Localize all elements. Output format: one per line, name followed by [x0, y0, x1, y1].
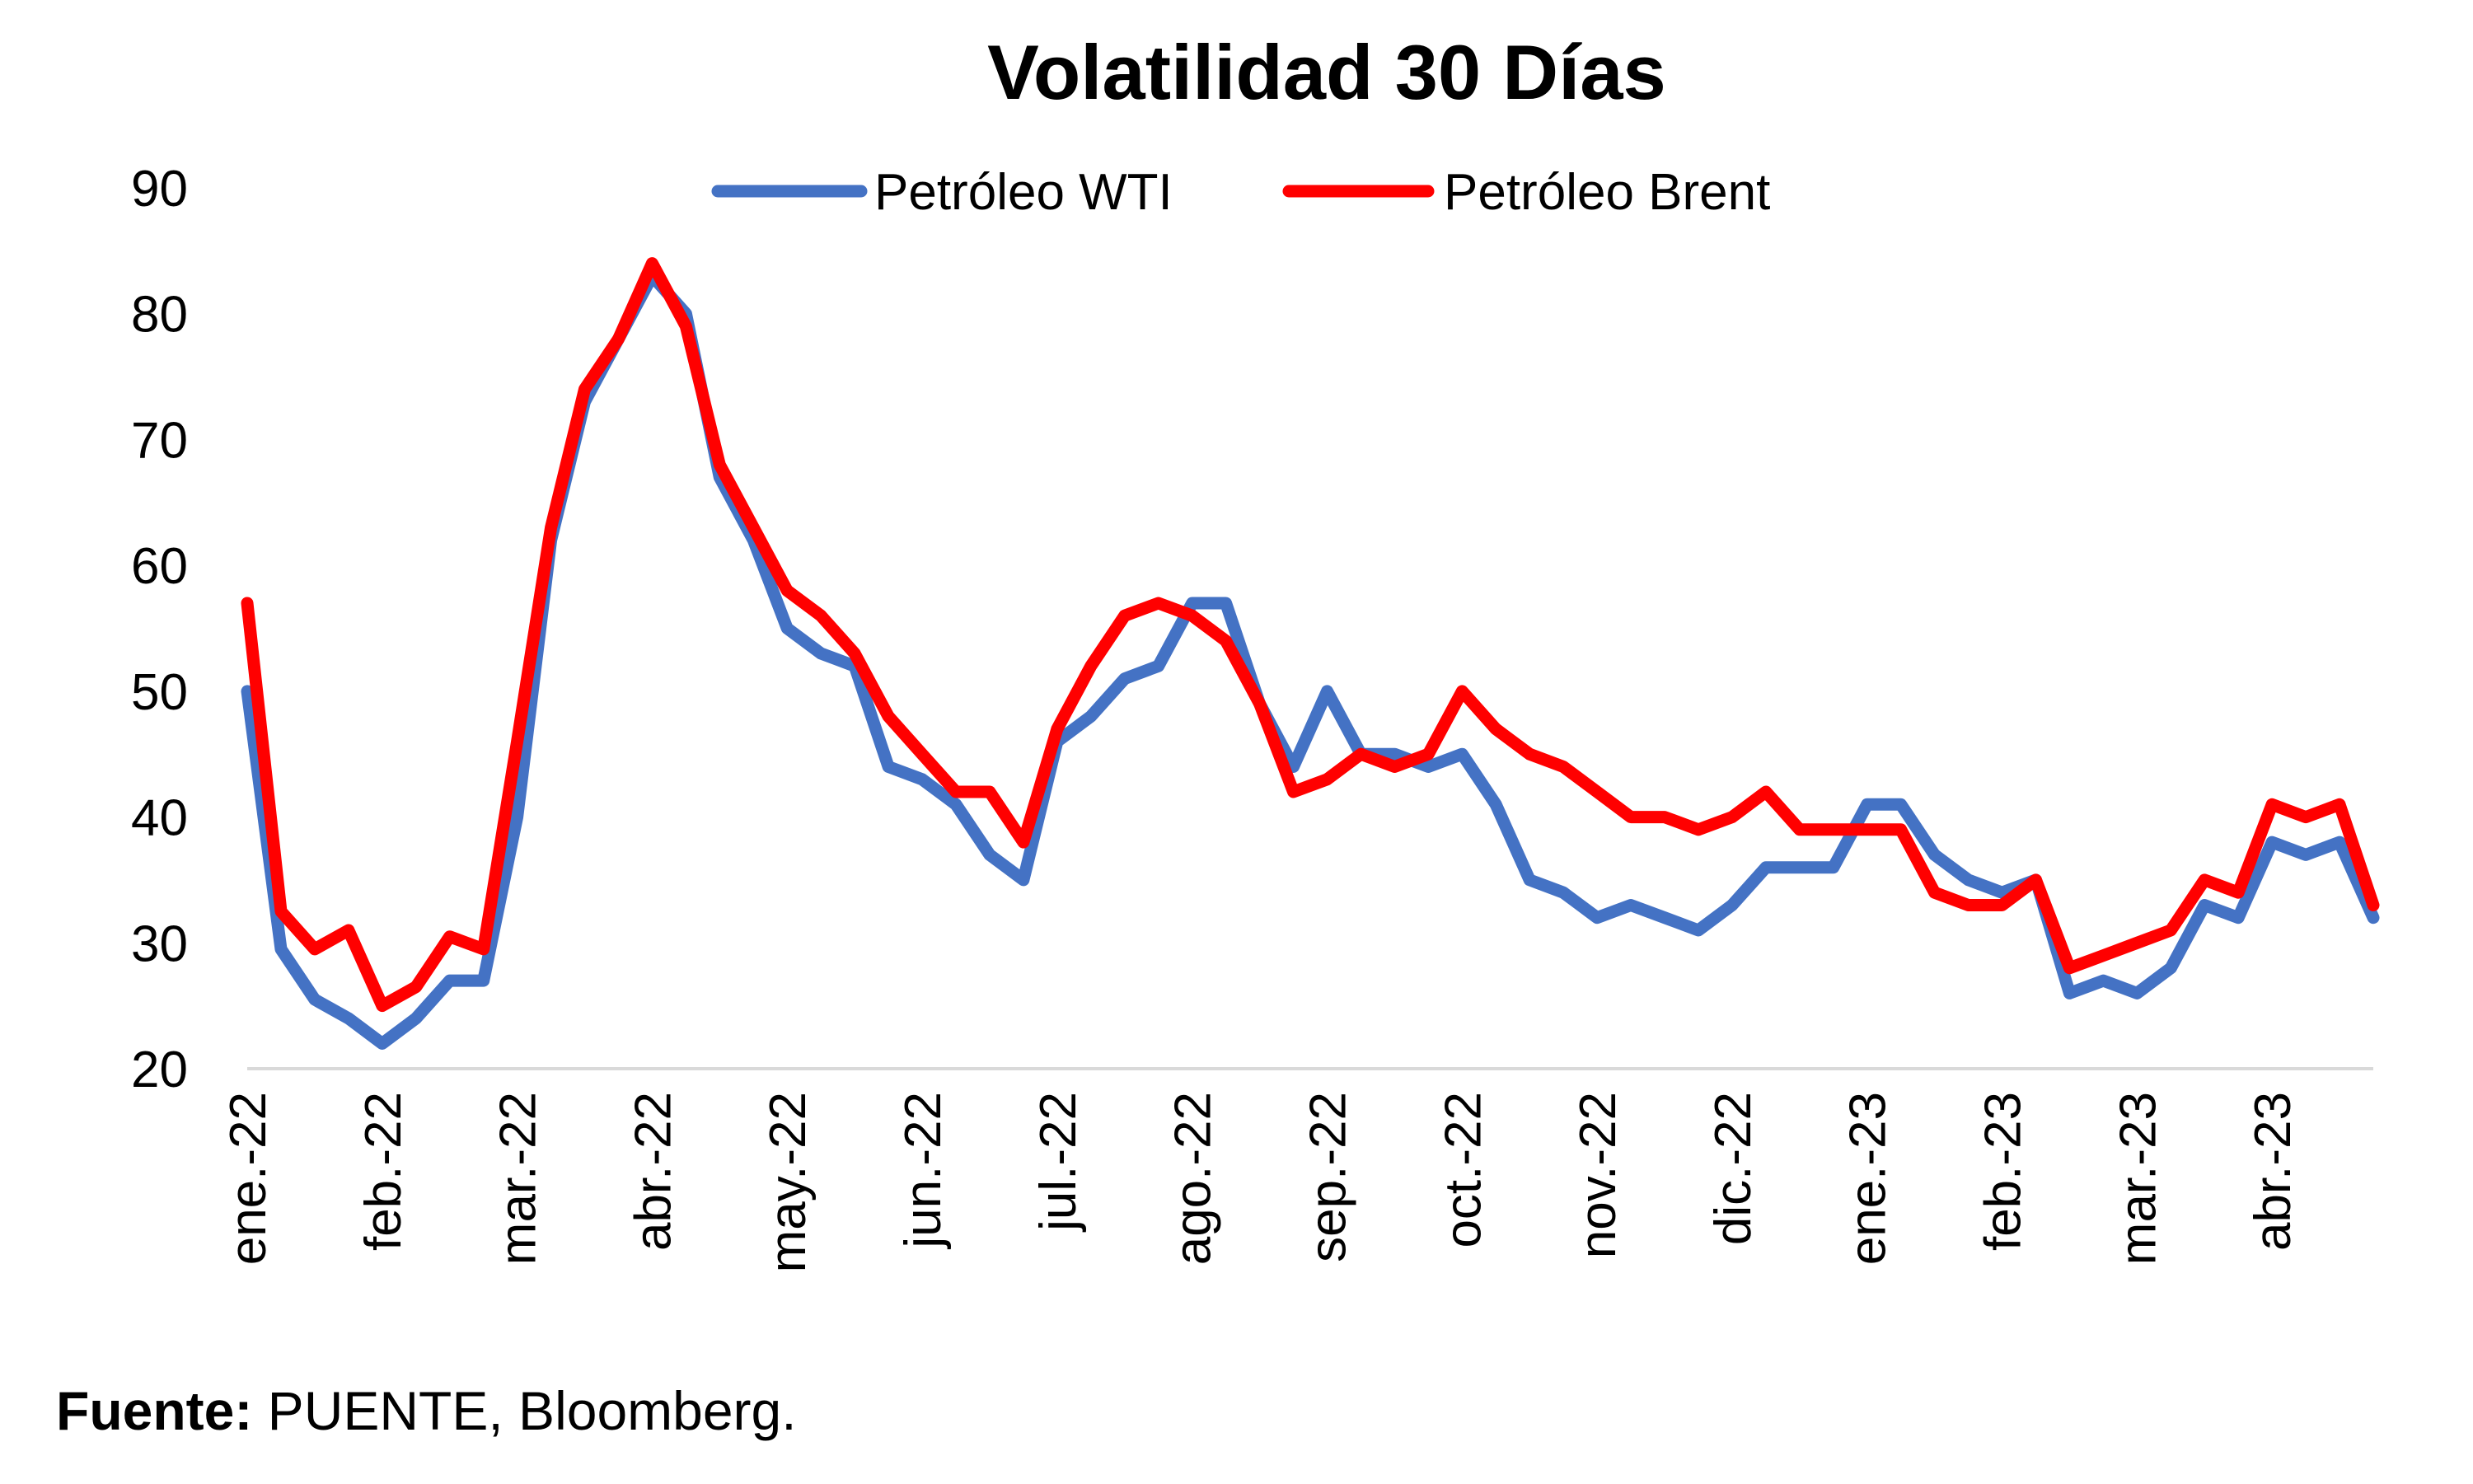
legend-label: Petróleo Brent [1444, 164, 1770, 221]
y-tick-label: 50 [131, 664, 188, 721]
x-tick-label: jun.-22 [895, 1092, 952, 1250]
y-tick-label: 20 [131, 1042, 188, 1098]
x-tick-label: jul.-22 [1030, 1092, 1087, 1233]
x-tick-label: mar.-22 [490, 1092, 547, 1265]
x-tick-label: feb.-23 [1975, 1092, 2032, 1251]
x-tick-label: nov.-22 [1570, 1092, 1627, 1258]
x-tick-label: dic.-22 [1705, 1092, 1762, 1245]
legend-label: Petróleo WTI [874, 164, 1173, 221]
source-label: Fuente: [56, 1380, 252, 1441]
y-tick-label: 40 [131, 790, 188, 847]
x-tick-label: abr.-22 [625, 1092, 681, 1251]
x-tick-label: abr.-23 [2245, 1092, 2302, 1251]
x-tick-label: feb.-22 [355, 1092, 412, 1251]
y-tick-label: 30 [131, 915, 188, 972]
x-tick-label: ene.-23 [1840, 1092, 1897, 1265]
y-tick-label: 60 [131, 538, 188, 595]
x-tick-label: oct.-22 [1435, 1092, 1492, 1248]
y-tick-label: 80 [131, 287, 188, 344]
source-text: PUENTE, Bloomberg. [268, 1380, 797, 1441]
x-tick-label: mar.-23 [2110, 1092, 2166, 1265]
source-note: Fuente: PUENTE, Bloomberg. [56, 1380, 797, 1441]
data-line [241, 257, 2380, 1013]
x-tick-label: may.-22 [760, 1092, 817, 1272]
chart-title: Volatilidad 30 Días [987, 29, 1666, 115]
y-tick-label: 90 [131, 161, 188, 218]
x-tick-label: sep.-22 [1300, 1092, 1356, 1262]
x-tick-label: ago.-22 [1165, 1092, 1222, 1265]
x-tick-label: ene.-22 [220, 1092, 277, 1265]
y-tick-label: 70 [131, 412, 188, 469]
